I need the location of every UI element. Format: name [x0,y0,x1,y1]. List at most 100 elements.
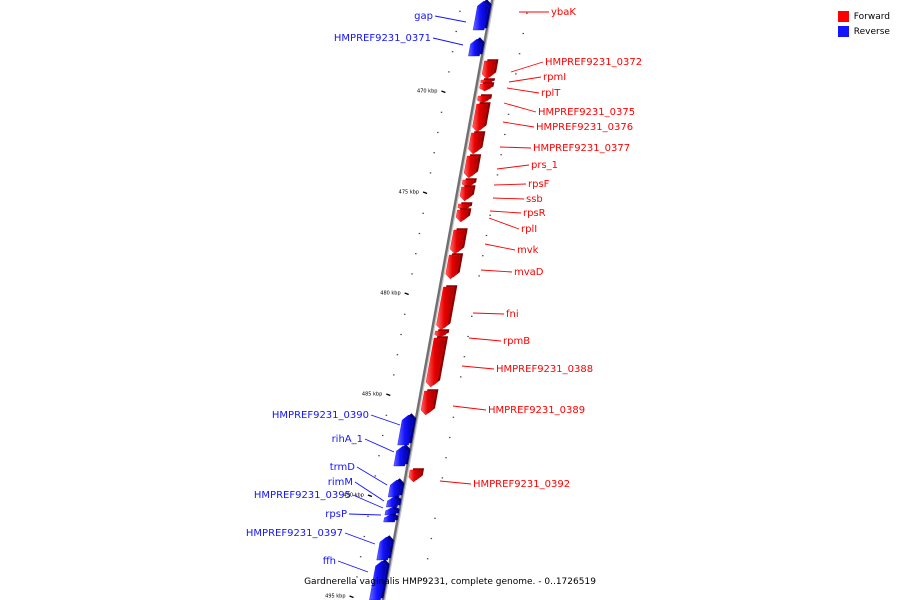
gene-label-rihA_1[interactable]: rihA_1 [332,434,363,445]
gene-HMPREF9231_0376[interactable] [472,102,491,133]
gene-arrow[interactable] [463,155,479,179]
legend: Forward Reverse [837,9,890,39]
gene-HMPREF9231_0392[interactable] [408,468,425,483]
gene-label-HMPREF9231_0376[interactable]: HMPREF9231_0376 [536,122,633,133]
gene-HMPREF9231_0389[interactable] [420,389,439,416]
minor-tick-dot [363,535,366,538]
gene-rihA_1[interactable] [393,444,411,467]
gene-label-HMPREF9231_0377[interactable]: HMPREF9231_0377 [533,143,630,154]
gene-arrow[interactable] [468,38,482,57]
gene-HMPREF9231_0390[interactable] [397,413,417,446]
leader-line [489,210,522,214]
gene-label-HMPREF9231_0389[interactable]: HMPREF9231_0389 [488,405,585,416]
gene-arrow[interactable] [455,209,469,223]
gene-arrow[interactable] [479,83,492,92]
gene-mvaD[interactable] [445,253,464,280]
gene-rimM[interactable] [386,495,402,508]
gene-label-gap[interactable]: gap [414,11,433,22]
minor-tick-dot [378,455,380,457]
leader-line [472,312,505,315]
gene-label-HMPREF9231_0371[interactable]: HMPREF9231_0371 [334,33,431,44]
minor-tick-dot [504,133,506,136]
minor-tick-dot [356,576,358,578]
gene-rpsP[interactable] [383,513,399,523]
gene-label-rpsF[interactable]: rpsF [528,179,550,190]
gene-arrow[interactable] [468,132,483,155]
gene-label-rpmB[interactable]: rpmB [503,336,530,347]
gene-prs_1[interactable] [463,154,482,179]
gene-arrow[interactable] [386,496,399,508]
leader-line [352,494,384,509]
gene-HMPREF9231_0397[interactable] [376,535,394,561]
gene-label-rpsR[interactable]: rpsR [523,208,546,219]
gene-rplT[interactable] [479,82,495,92]
minor-tick-dot [500,154,502,156]
gene-trmD[interactable] [387,478,405,498]
gene-label-HMPREF9231_0395[interactable]: HMPREF9231_0395 [254,490,351,501]
minor-tick-dot [359,556,362,558]
minor-tick-dot [385,414,388,416]
gene-label-mvk[interactable]: mvk [517,245,539,256]
leader-line [493,183,527,186]
gene-arrow[interactable] [383,514,396,523]
gene-arrow[interactable] [481,60,496,80]
gene-arrow[interactable] [434,330,447,338]
gene-arrow[interactable] [408,469,422,483]
gene-label-HMPREF9231_0372[interactable]: HMPREF9231_0372 [545,57,642,68]
gene-fni[interactable] [436,285,458,331]
gene-arrow[interactable] [393,445,408,467]
gene-label-rplT[interactable]: rplT [541,88,561,99]
gene-HMPREF9231_0371[interactable] [468,37,485,57]
gene-label-ssb[interactable]: ssb [526,194,543,205]
gene-mvk[interactable] [450,228,468,255]
gene-arrow[interactable] [445,254,461,280]
gene-label-HMPREF9231_0375[interactable]: HMPREF9231_0375 [538,107,635,118]
gene-label-fni[interactable]: fni [506,309,519,320]
gene-HMPREF9231_0375[interactable] [477,94,493,104]
gene-label-rpsP[interactable]: rpsP [325,509,347,520]
minor-tick-dot [452,416,455,418]
gene-HMPREF9231_0372[interactable] [481,59,499,80]
gene-ssb[interactable] [459,185,476,202]
leader-line [439,480,472,485]
gene-arrow[interactable] [477,95,490,104]
gene-label-HMPREF9231_0392[interactable]: HMPREF9231_0392 [473,479,570,490]
gene-arrow[interactable] [376,536,392,561]
gene-label-HMPREF9231_0388[interactable]: HMPREF9231_0388 [496,364,593,375]
gene-label-prs_1[interactable]: prs_1 [531,160,558,171]
gene-arrow[interactable] [459,186,473,202]
gene-label-rpmI[interactable]: rpmI [543,72,566,83]
gene-label-ffh[interactable]: ffh [323,556,336,567]
gene-label-rimM[interactable]: rimM [328,477,353,488]
leader-line [354,481,385,502]
gene-arrow[interactable] [420,390,436,416]
gene-arrow[interactable] [397,414,414,446]
gene-label-HMPREF9231_0397[interactable]: HMPREF9231_0397 [246,528,343,539]
gene-ffh[interactable] [369,559,390,600]
gene-arrow[interactable] [425,337,446,388]
minor-tick-dot [429,172,432,174]
gene-label-rplI[interactable]: rplI [521,224,537,235]
gene-arrow[interactable] [472,0,489,31]
gene-label-mvaD[interactable]: mvaD [514,267,544,278]
gene-label-trmD[interactable]: trmD [330,462,356,473]
gene-features [369,0,499,600]
gene-arrow[interactable] [369,560,387,600]
minor-tick-dot [515,73,517,75]
gene-HMPREF9231_0377[interactable] [468,131,486,155]
gene-arrow[interactable] [450,229,465,255]
minor-tick-dot [482,255,484,257]
gene-label-ybaK[interactable]: ybaK [551,7,576,18]
gene-rpmB[interactable] [434,329,450,338]
gene-HMPREF9231_0388[interactable] [425,336,449,388]
tick-mark [441,90,446,94]
gene-arrow[interactable] [472,103,488,133]
gene-gap[interactable] [472,0,492,31]
gene-arrow[interactable] [436,286,455,331]
minor-tick-dot [496,174,499,176]
gene-rplI[interactable] [455,208,472,223]
gene-HMPREF9231_0395[interactable] [384,506,400,516]
gene-label-HMPREF9231_0390[interactable]: HMPREF9231_0390 [272,410,369,421]
minor-tick-dot [433,152,435,154]
